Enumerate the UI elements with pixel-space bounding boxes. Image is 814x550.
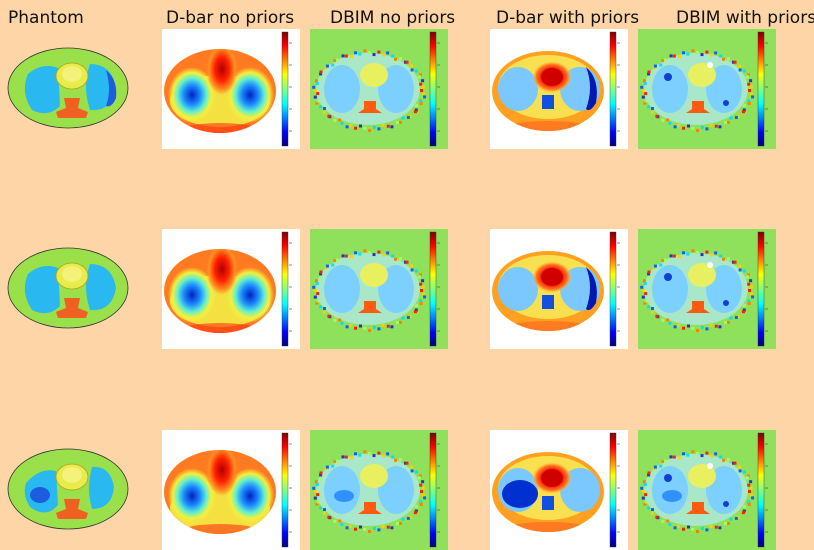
phantom-row-3 — [6, 447, 130, 531]
dbim-boundary-artifacts — [312, 249, 427, 332]
dbim-heart — [688, 63, 716, 87]
phantom-right-lung — [89, 466, 114, 509]
dbar-spine — [542, 496, 554, 510]
dbar-no-priors-row-3 — [162, 430, 300, 550]
phantom-row-2 — [6, 246, 130, 330]
colorbar — [281, 231, 289, 347]
dbim-heart — [360, 263, 388, 287]
dbim-heart — [360, 464, 388, 488]
colorbar — [429, 432, 437, 548]
dbim-spine — [358, 502, 382, 514]
colorbar — [757, 231, 765, 347]
dbim-spine — [686, 101, 710, 113]
colorbar — [609, 231, 617, 347]
dbim-with-priors-row-1 — [638, 29, 776, 149]
dbim-lung-left — [324, 65, 360, 113]
dbim-spine — [358, 301, 382, 313]
colorbar — [429, 231, 437, 347]
dbar-lung-left — [498, 267, 538, 311]
colorbar — [757, 432, 765, 548]
dbim-no-priors-row-2 — [310, 229, 448, 349]
colorbar — [609, 432, 617, 548]
dbar-spine — [542, 95, 554, 109]
dbim-with-priors-row-3 — [638, 430, 776, 550]
dbar-lung-left — [168, 67, 216, 123]
colorbar — [281, 31, 289, 147]
phantom-spine — [56, 499, 88, 519]
phantom-left-lung — [24, 266, 60, 314]
dbim-heart — [688, 464, 716, 488]
phantom-spine — [56, 98, 88, 118]
phantom-right-lung — [86, 264, 116, 311]
dbar-with-priors-row-2 — [490, 229, 628, 349]
dbar-heart — [206, 49, 238, 95]
dbim-boundary-artifacts — [640, 450, 755, 533]
dbar-heart — [206, 450, 238, 496]
dbar-no-priors-row-1 — [162, 29, 300, 149]
colorbar — [609, 31, 617, 147]
column-title-dbar-with-priors: D-bar with priors — [496, 8, 640, 28]
dbar-lung-left — [498, 67, 538, 111]
colorbar — [281, 432, 289, 548]
dbim-lung-left — [324, 265, 360, 313]
column-title-dbar-no-priors: D-bar no priors — [166, 8, 295, 28]
column-title-phantom: Phantom — [8, 8, 84, 28]
dbar-with-priors-row-3 — [490, 430, 628, 550]
dbar-lung-left — [168, 267, 216, 323]
column-title-dbim-with-priors: DBIM with priors — [676, 8, 814, 28]
dbim-heart — [688, 263, 716, 287]
dbim-boundary-artifacts — [312, 49, 427, 132]
dbar-lung-right — [226, 468, 274, 524]
dbim-no-priors-row-3 — [310, 430, 448, 550]
lung-injury-region — [106, 70, 117, 107]
lung-injury-region — [30, 487, 50, 503]
dbim-spine — [358, 101, 382, 113]
dbim-lung-left — [652, 65, 688, 113]
dbim-lung-left — [324, 466, 360, 514]
dbim-no-priors-row-1 — [310, 29, 448, 149]
dbim-boundary-artifacts — [312, 450, 427, 533]
dbim-with-priors-row-2 — [638, 229, 776, 349]
dbar-lung-left — [168, 468, 216, 524]
phantom-row-1 — [6, 46, 130, 130]
dbar-no-priors-row-2 — [162, 229, 300, 349]
phantom-left-lung — [24, 66, 60, 114]
dbim-spine — [686, 301, 710, 313]
dbim-heart — [360, 63, 388, 87]
colorbar — [429, 31, 437, 147]
dbar-with-priors-row-1 — [490, 29, 628, 149]
dbar-heart — [206, 249, 238, 295]
dbar-spine — [542, 295, 554, 309]
phantom-spine — [56, 298, 88, 318]
dbim-boundary-artifacts — [640, 249, 755, 332]
dbar-lung-right — [226, 267, 274, 323]
dbim-lung-left — [652, 265, 688, 313]
dbar-lung-right — [226, 67, 274, 123]
dbim-boundary-artifacts — [640, 49, 755, 132]
dbim-lung-left — [652, 466, 688, 514]
column-title-dbim-no-priors: DBIM no priors — [330, 8, 456, 28]
dbim-spine — [686, 502, 710, 514]
colorbar — [757, 31, 765, 147]
